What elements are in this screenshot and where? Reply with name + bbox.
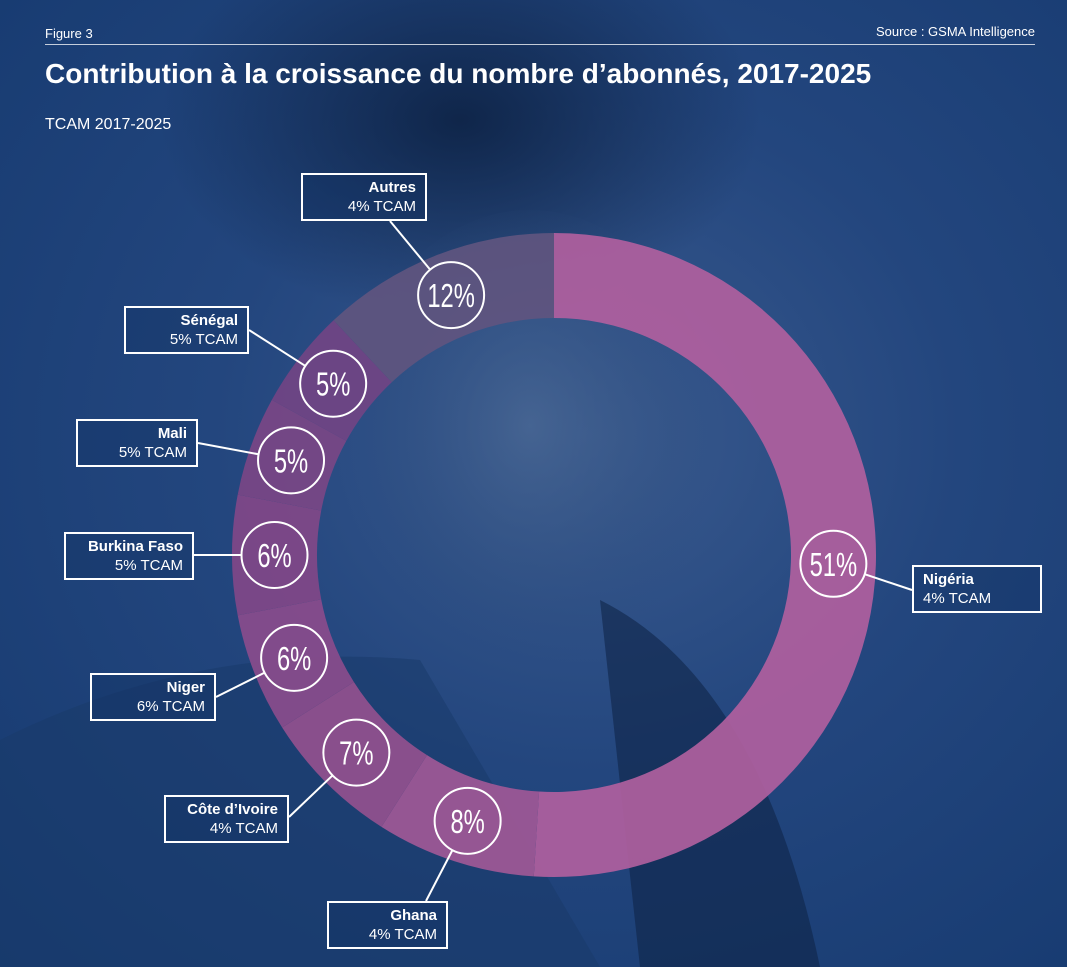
badge-circle-mali (257, 426, 326, 495)
badge-value-burkina-faso: 6% (257, 538, 291, 575)
leader-line-cote-d-ivoire (288, 774, 334, 818)
label-name-ghana: Ghana (390, 907, 437, 924)
badge-value-autres: 12% (427, 278, 475, 315)
source-label: Source : GSMA Intelligence (876, 24, 1035, 39)
chart-subtitle: TCAM 2017-2025 (45, 116, 172, 133)
leader-line-nigeria (864, 573, 913, 591)
label-rate-senegal: 5% TCAM (169, 331, 238, 348)
label-rate-ghana: 4% TCAM (368, 926, 437, 943)
badge-value-cote-d-ivoire: 7% (339, 736, 373, 773)
label-box-senegal: Sénégal 5% TCAM (124, 306, 249, 354)
badge-circle-autres (417, 261, 486, 330)
chart-title: Contribution à la croissance du nombre d… (45, 58, 872, 89)
label-rate-cote-d-ivoire: 4% TCAM (209, 820, 278, 837)
badge-value-nigeria: 51% (810, 547, 858, 584)
leader-line-senegal (248, 329, 306, 367)
label-name-mali: Mali (157, 425, 187, 442)
badge-circle-ghana (433, 786, 502, 855)
badge-circle-nigeria (799, 529, 868, 598)
badge-value-ghana: 8% (450, 804, 484, 841)
label-name-cote-d-ivoire: Côte d’Ivoire (187, 801, 278, 818)
label-rate-nigeria: 4% TCAM (923, 590, 992, 607)
label-name-senegal: Sénégal (180, 312, 238, 329)
badge-circle-niger (260, 623, 329, 692)
slice-niger (237, 599, 354, 728)
leader-line-mali (197, 442, 259, 456)
label-box-nigeria: Nigéria 4% TCAM (912, 565, 1042, 613)
slice-ghana (381, 755, 540, 877)
leader-lines (194, 220, 913, 902)
label-box-autres: Autres 4% TCAM (301, 173, 427, 221)
figure-label: Figure 3 (45, 26, 93, 41)
slice-autres (333, 233, 554, 383)
percentage-badges: 51% 8% 7% 6% 6% 5% 5% 12% (240, 261, 868, 855)
label-box-burkina-faso: Burkina Faso 5% TCAM (64, 532, 194, 580)
label-box-cote-d-ivoire: Côte d’Ivoire 4% TCAM (164, 795, 289, 843)
badge-value-senegal: 5% (316, 367, 350, 404)
badge-value-niger: 6% (277, 641, 311, 678)
label-box-niger: Niger 6% TCAM (90, 673, 216, 721)
slice-senegal (271, 320, 392, 441)
badge-circle-burkina-faso (240, 521, 309, 589)
slice-cote-d-ivoire (282, 681, 428, 827)
label-name-burkina-faso: Burkina Faso (87, 538, 183, 555)
leader-line-niger (215, 671, 266, 698)
leader-line-ghana (425, 849, 454, 902)
label-box-mali: Mali 5% TCAM (76, 419, 198, 467)
photo-shoulder-shadow (0, 656, 600, 967)
label-name-autres: Autres (368, 179, 416, 196)
label-rate-burkina-faso: 5% TCAM (114, 557, 183, 574)
leader-line-autres (389, 220, 431, 271)
slice-mali (237, 399, 347, 511)
label-name-niger: Niger (166, 679, 205, 696)
figure-header: Figure 3 Source : GSMA Intelligence (45, 24, 1035, 45)
label-rate-autres: 4% TCAM (347, 198, 416, 215)
badge-circle-senegal (299, 349, 368, 418)
badge-circle-cote-d-ivoire (322, 718, 391, 787)
donut-slices (232, 233, 876, 877)
slice-nigeria (533, 233, 876, 877)
label-rate-niger: 6% TCAM (136, 698, 205, 715)
slice-burkina-faso (232, 494, 322, 616)
label-rate-mali: 5% TCAM (118, 444, 187, 461)
badge-value-mali: 5% (274, 444, 308, 481)
label-name-nigeria: Nigéria (923, 571, 974, 588)
label-box-ghana: Ghana 4% TCAM (327, 901, 448, 949)
